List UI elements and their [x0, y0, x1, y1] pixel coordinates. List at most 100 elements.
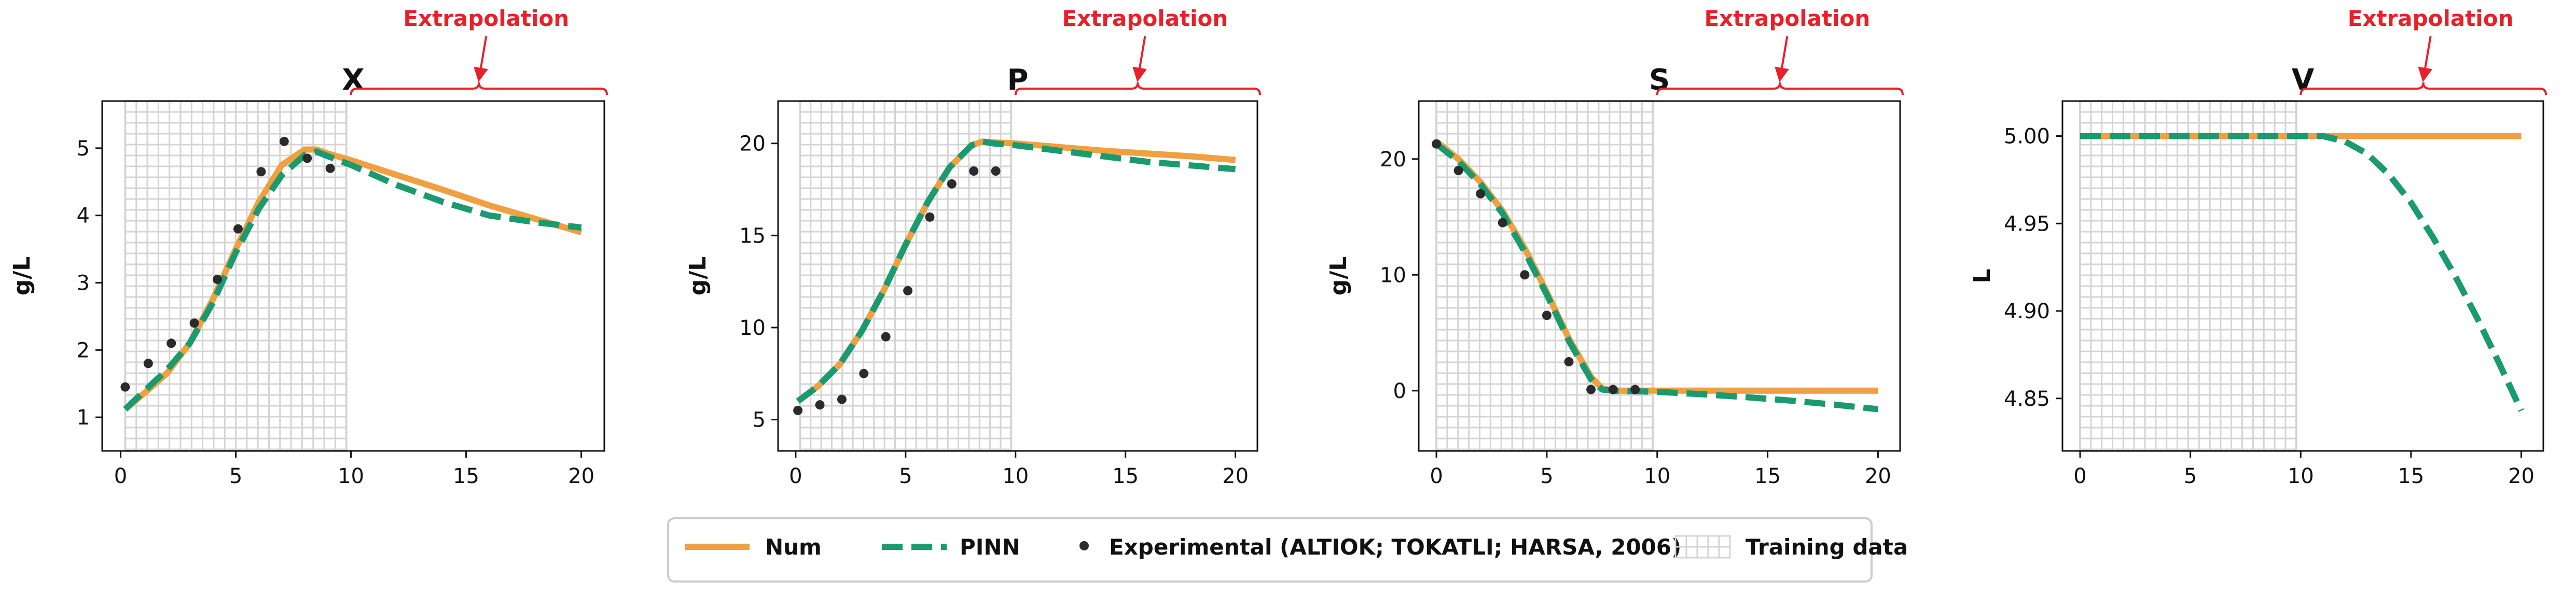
experimental-point: [1564, 357, 1574, 366]
experimental-point: [815, 400, 825, 410]
experimental-point: [1608, 385, 1618, 394]
legend-experimental-swatch: [1079, 541, 1089, 550]
x-tick-label: 5: [2184, 464, 2197, 488]
pinn-series-line: [2080, 133, 2524, 412]
y-tick-label: 20: [739, 132, 766, 156]
panel-s: 0 5 10 15 20 0 10 20 g/L S Extrapolation: [1325, 6, 1904, 488]
experimental-point: [213, 274, 223, 284]
y-tick-label: 4: [77, 204, 90, 228]
training-region-grid: [1435, 100, 1654, 452]
y-tick-label: 15: [739, 224, 766, 248]
y-tick-label: 1: [77, 406, 90, 430]
experimental-point: [837, 394, 847, 404]
x-tick-label: 0: [1430, 464, 1443, 488]
experimental-point: [189, 318, 199, 328]
experimental-point: [1476, 189, 1486, 199]
experimental-point: [233, 224, 243, 234]
legend-experimental-label: Experimental (ALTIOK; TOKATLI; HARSA, 20…: [1109, 534, 1681, 560]
x-tick-label: 0: [789, 464, 802, 488]
x-tick-label: 10: [1002, 464, 1029, 488]
y-axis-label: g/L: [685, 257, 711, 296]
experimental-point: [1586, 385, 1596, 394]
pinn-series-line: [1434, 141, 1879, 413]
extrapolation-brace: [1656, 82, 1904, 95]
legend-num-label: Num: [765, 534, 822, 560]
panel-title: V: [2292, 63, 2315, 97]
experimental-point: [881, 332, 891, 342]
panel-p: 0 5 10 15 20 5 10 15 20 g/L P Extrapolation: [685, 6, 1261, 488]
training-region-grid: [799, 100, 1013, 452]
x-tick-label: 20: [1222, 464, 1249, 488]
y-tick-label: 3: [77, 271, 90, 295]
extrapolation-label: Extrapolation: [1704, 6, 1870, 31]
experimental-point: [143, 359, 153, 369]
x-tick-label: 20: [2508, 464, 2535, 488]
training-region-grid: [2079, 100, 2297, 452]
panel-x: 0 5 10 15 20 1 2 3 4 5 g/L X Extrapolation: [9, 6, 608, 488]
experimental-point: [1630, 385, 1640, 394]
experimental-point: [325, 163, 335, 173]
experimental-point: [167, 338, 176, 348]
panel-v: 0 5 10 15 20 4.85 4.90 4.95 5.00 L V Extrapolation: [1969, 6, 2547, 488]
pinn-series-line: [796, 138, 1236, 404]
extrapolation-label: Extrapolation: [403, 6, 569, 31]
experimental-point: [969, 166, 979, 176]
x-tick-label: 15: [1112, 464, 1139, 488]
legend-training-swatch: [1674, 535, 1731, 559]
experimental-point: [1542, 310, 1552, 320]
y-tick-label: 0: [1393, 379, 1406, 403]
y-axis-label: L: [1969, 268, 1996, 283]
x-tick-label: 0: [2073, 464, 2086, 488]
experimental-point: [859, 369, 869, 378]
x-tick-label: 5: [899, 464, 912, 488]
experimental-point: [1520, 270, 1530, 280]
x-tick-label: 15: [2398, 464, 2424, 488]
experimental-point: [793, 405, 803, 415]
panel-title: X: [342, 63, 364, 97]
experimental-point: [903, 286, 913, 295]
extrapolation-label: Extrapolation: [1062, 6, 1228, 31]
panel-title: S: [1649, 63, 1670, 97]
legend-frame: [667, 517, 1873, 583]
y-axis-label: g/L: [9, 257, 35, 296]
experimental-point: [1432, 139, 1442, 149]
experimental-point: [120, 382, 130, 392]
x-tick-label: 10: [338, 464, 364, 488]
x-tick-label: 20: [1865, 464, 1891, 488]
experimental-point: [925, 212, 935, 222]
extrapolation-arrow: [2418, 36, 2433, 82]
legend-pinn-label: PINN: [960, 534, 1020, 560]
x-tick-label: 5: [229, 464, 242, 488]
num-series-line: [1434, 139, 1878, 394]
extrapolation-brace: [2300, 82, 2547, 95]
panel-title: P: [1007, 63, 1028, 97]
experimental-point: [256, 167, 266, 177]
experimental-point: [947, 179, 957, 189]
experimental-point: [991, 166, 1001, 176]
y-tick-label: 4.90: [2004, 300, 2050, 323]
axes-frame: [2061, 100, 2544, 452]
x-tick-label: 20: [568, 464, 594, 488]
legend-training-label: Training data: [1746, 534, 1908, 560]
y-tick-label: 2: [77, 338, 90, 362]
extrapolation-brace: [350, 82, 608, 95]
x-tick-label: 5: [1540, 464, 1553, 488]
axes-frame: [1418, 100, 1901, 452]
y-tick-label: 5: [77, 137, 90, 161]
y-tick-label: 5: [753, 408, 766, 432]
panels: 0 5 10 15 20 1 2 3 4 5 g/L X Extrapolation 0 5 10 15 20 5 1…: [9, 6, 2547, 488]
y-tick-label: 5.00: [2004, 125, 2050, 149]
training-region-grid: [124, 100, 348, 452]
axes-frame: [101, 100, 605, 452]
extrapolation-brace: [1014, 82, 1261, 95]
y-tick-label: 4.85: [2004, 387, 2050, 411]
y-tick-label: 10: [1380, 263, 1406, 287]
x-tick-label: 10: [1644, 464, 1670, 488]
y-axis-label: g/L: [1325, 257, 1352, 296]
x-tick-label: 15: [1754, 464, 1781, 488]
experimental-point: [279, 136, 289, 146]
axes-frame: [777, 100, 1258, 452]
extrapolation-arrow: [474, 36, 488, 82]
x-tick-label: 15: [453, 464, 479, 488]
